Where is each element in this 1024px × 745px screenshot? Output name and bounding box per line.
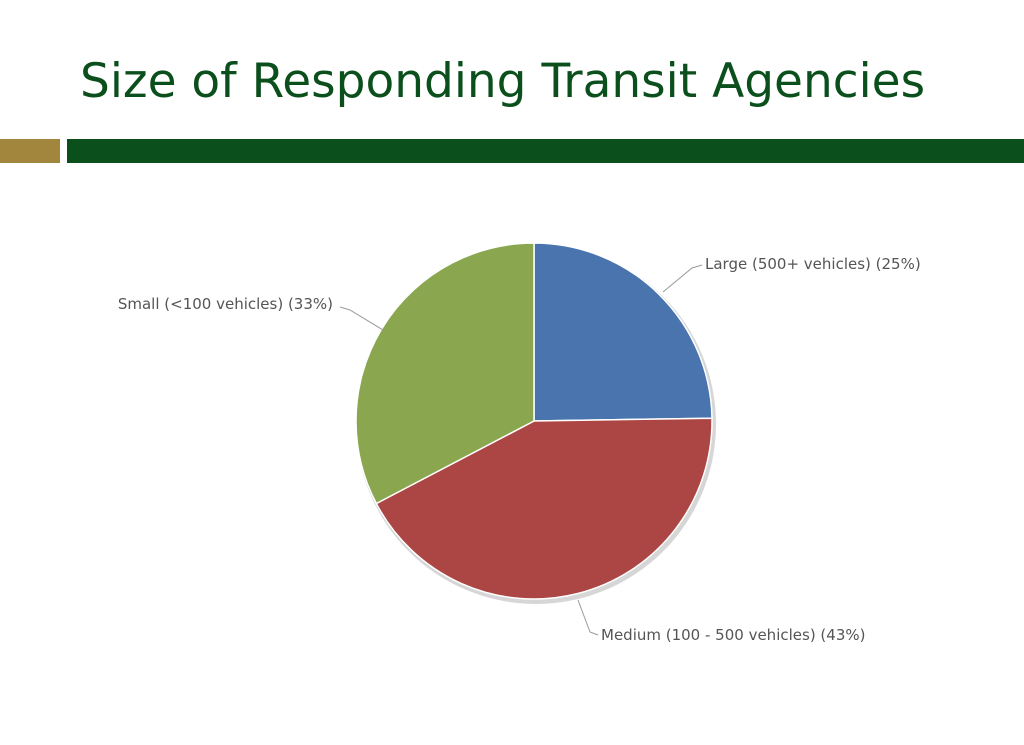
pie-slice-large xyxy=(533,242,713,422)
title-rule xyxy=(67,139,1024,163)
leader-line-medium xyxy=(577,599,599,636)
slice-label-medium: Medium (100 - 500 vehicles) (43%) xyxy=(601,626,865,644)
pie-labels: Large (500+ vehicles) (25%) Medium (100 … xyxy=(118,255,921,644)
slice-label-large: Large (500+ vehicles) (25%) xyxy=(705,255,921,273)
slide-title: Size of Responding Transit Agencies xyxy=(80,54,926,109)
leader-line-large xyxy=(662,264,703,293)
title-rule-accent xyxy=(0,139,60,163)
leader-line-small xyxy=(339,306,384,331)
pie-slices xyxy=(355,242,713,600)
pie-slice-medium xyxy=(375,417,713,600)
slice-label-small: Small (<100 vehicles) (33%) xyxy=(118,295,333,313)
